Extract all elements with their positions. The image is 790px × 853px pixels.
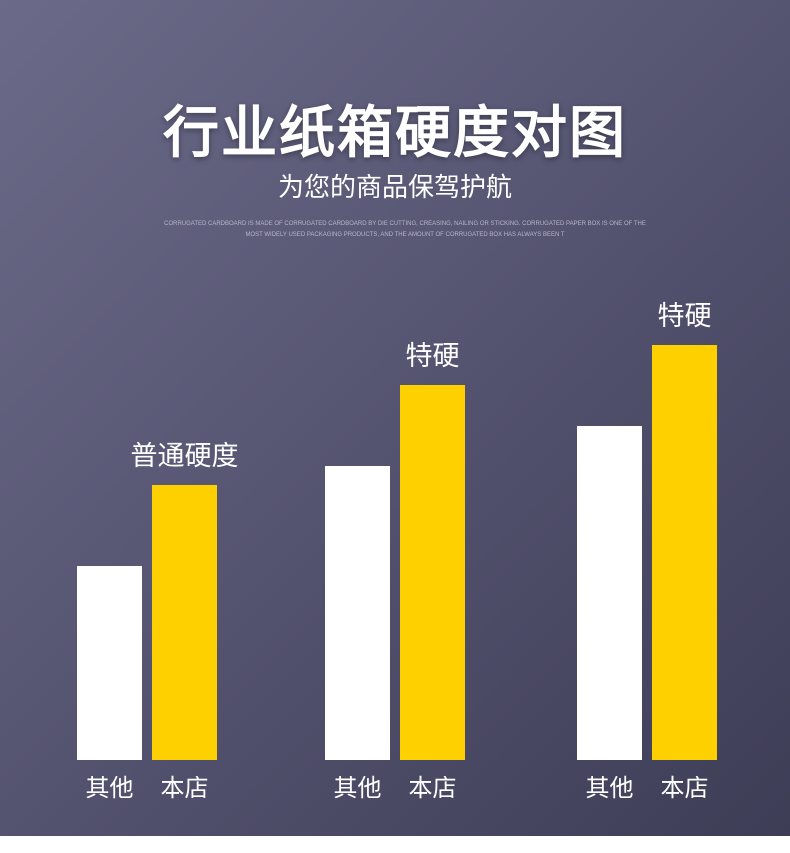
tick-label-other-1: 其他 bbox=[86, 774, 134, 802]
bar-other-3 bbox=[577, 426, 642, 760]
tick-label-other-3: 其他 bbox=[586, 774, 634, 802]
tick-label-store-1: 本店 bbox=[161, 774, 209, 802]
page-subtitle: 为您的商品保驾护航 bbox=[277, 173, 512, 203]
bar-other-2 bbox=[325, 466, 390, 760]
group-label-1: 普通硬度 bbox=[131, 441, 239, 472]
bar-other-1 bbox=[77, 566, 142, 760]
tick-label-store-3: 本店 bbox=[661, 774, 709, 802]
tick-label-store-2: 本店 bbox=[409, 774, 457, 802]
page-title: 行业纸箱硬度对图 bbox=[163, 101, 627, 166]
group-label-2: 特硬 bbox=[406, 341, 460, 372]
fine-print: CORRUGATED CARDBOARD IS MADE OF CORRUGAT… bbox=[164, 221, 646, 238]
tick-label-other-2: 其他 bbox=[334, 774, 382, 802]
bar-store-2 bbox=[400, 385, 465, 760]
bar-store-1 bbox=[152, 485, 217, 760]
bar-store-3 bbox=[652, 345, 717, 760]
group-label-3: 特硬 bbox=[658, 301, 712, 332]
